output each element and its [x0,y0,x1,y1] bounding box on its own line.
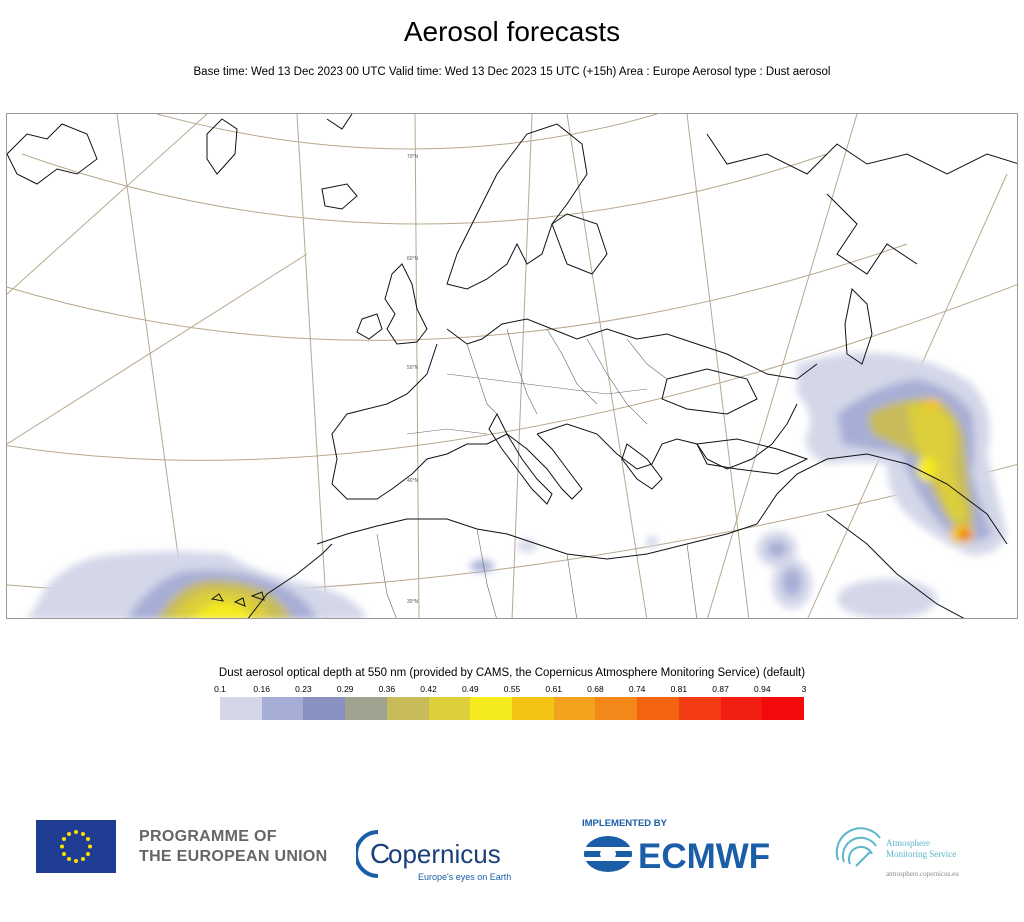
ecmwf-wordmark: ECMWF [638,837,770,876]
legend-tick-label: 0.61 [545,684,562,694]
lat-label-60: 60°N [407,256,419,262]
lat-label-30: 30°N [407,599,419,605]
legend-tick-label: 0.94 [754,684,771,694]
legend-swatch [512,697,554,720]
legend-swatch [595,697,638,720]
eu-flag-logo [36,820,116,873]
copernicus-wordmark: opernicus [388,839,501,869]
legend-swatch [220,697,262,720]
map-canvas: 70°N 60°N 50°N 40°N 30°N [7,114,1017,618]
legend-title: Dust aerosol optical depth at 550 nm (pr… [218,667,806,679]
coastlines [7,114,1017,618]
legend-tick-label: 0.87 [712,684,729,694]
legend-ticks: 0.1 0.16 0.23 0.29 0.36 0.42 0.49 0.55 0.61 0.68 0… [0,684,1024,698]
legend-tick-label: 0.42 [420,684,437,694]
lat-labels: 70°N 60°N 50°N 40°N 30°N [407,154,419,605]
legend-tick-label: 0.16 [253,684,270,694]
legend-swatch [762,697,805,720]
lat-label-70: 70°N [407,154,419,160]
legend-swatch [345,697,387,720]
legend-tick-label: 0.29 [336,684,354,694]
copernicus-logo: C opernicus Europe's eyes on Earth [354,818,511,882]
legend-tick-label: 0.1 [214,684,226,694]
legend-swatch [470,697,513,720]
eu-text-line2: THE EUROPEAN UNION [139,848,328,865]
legend-swatch [261,697,304,720]
copernicus-arc-icon [354,830,379,878]
legend-swatch [637,697,679,720]
cams-logo: Atmosphere Monitoring Service atmosphere… [830,820,980,880]
copernicus-tagline: Europe's eyes on Earth [418,872,511,882]
legend-tick-label: 0.68 [587,684,604,694]
chart-subtitle: Base time: Wed 13 Dec 2023 00 UTC Valid … [193,66,831,78]
legend-tick-label: 0.55 [503,684,521,694]
cams-globe-icon [835,827,881,867]
cams-line2: Monitoring Service [886,849,956,859]
legend-swatch [553,697,596,720]
copernicus-c: C [370,838,390,869]
legend-swatch [678,697,721,720]
footer-logos: PROGRAMME OF THE EUROPEAN UNION C operni… [0,810,1024,890]
lat-label-40: 40°N [407,478,419,484]
legend-tick-label: 0.23 [295,684,312,694]
legend-colorbar [220,697,805,720]
legend-tick-label: 0.81 [670,684,688,694]
legend-tick-label: 3 [801,684,807,694]
aerosol-map: 70°N 60°N 50°N 40°N 30°N [6,113,1018,619]
ecmwf-mark-icon [582,836,634,872]
legend-swatch [386,697,429,720]
legend-swatch [428,697,471,720]
graticule [7,114,1017,618]
eu-stars-icon [60,830,92,863]
eu-text-line1: PROGRAMME OF [139,828,277,845]
implemented-by-label: IMPLEMENTED BY [582,818,667,829]
cams-line1: Atmosphere [886,838,930,848]
lat-label-50: 50°N [407,365,419,371]
legend-tick-label: 0.74 [628,684,646,694]
legend-swatch [720,697,763,720]
legend-tick-label: 0.49 [462,684,479,694]
dust-plumes [28,352,1007,618]
legend-tick-label: 0.36 [378,684,396,694]
legend-swatch [303,697,346,720]
ecmwf-logo: ECMWF [582,832,802,876]
cams-url: atmosphere.copernicus.eu [886,870,959,878]
chart-title: Aerosol forecasts [403,16,621,47]
country-borders [376,328,698,618]
eu-programme-text: PROGRAMME OF THE EUROPEAN UNION [139,827,328,867]
